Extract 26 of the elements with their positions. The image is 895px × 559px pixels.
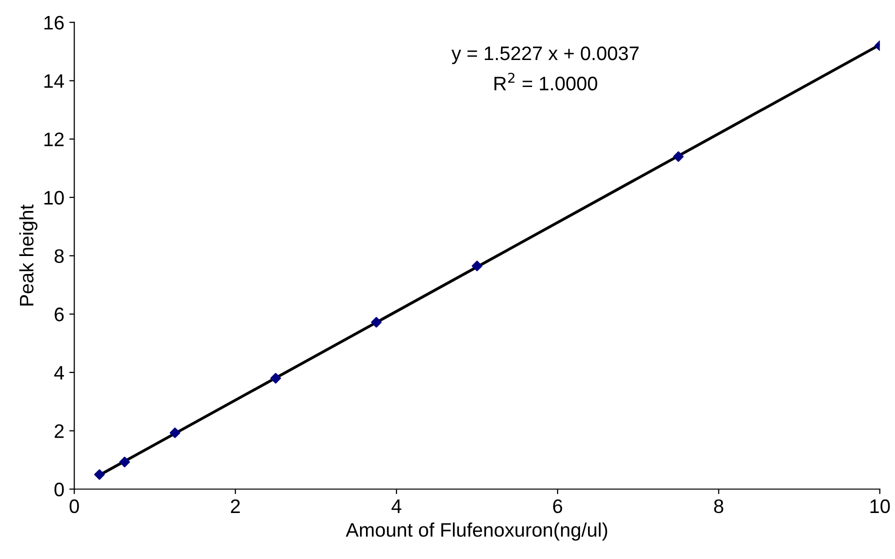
point bbox=[371, 316, 382, 328]
annotation: R$^{2}$ = 1.0000 bbox=[494, 72, 598, 90]
point bbox=[472, 260, 482, 272]
x-tick-label: 10 bbox=[870, 499, 890, 514]
y-tick-label: 6 bbox=[54, 308, 64, 322]
y-tick-label: 10 bbox=[44, 190, 64, 205]
y-tick-label: 16 bbox=[44, 16, 64, 30]
point bbox=[119, 456, 130, 468]
x-tick-label: 0 bbox=[70, 499, 79, 514]
annotation: y = 1.5227 x + 0.0037 bbox=[452, 46, 639, 64]
point bbox=[270, 372, 281, 384]
point bbox=[94, 469, 105, 480]
point bbox=[170, 428, 180, 438]
x-tick-label: 6 bbox=[553, 499, 562, 514]
x-tick-label: 4 bbox=[392, 500, 402, 513]
x-tick-label: 8 bbox=[714, 499, 724, 514]
y-tick-label: 2 bbox=[54, 424, 64, 438]
y-axis-title: Peak height bbox=[19, 204, 38, 306]
y-tick-label: 12 bbox=[44, 132, 64, 146]
y-tick-label: 0 bbox=[54, 482, 64, 496]
y-tick-label: 4 bbox=[54, 366, 64, 380]
point bbox=[673, 151, 684, 162]
y-tick-label: 8 bbox=[54, 249, 64, 263]
x-axis-title: Amount of Flufenoxuron(ng/ul) bbox=[346, 522, 608, 541]
x-tick-label: 2 bbox=[230, 499, 240, 513]
y-tick-label: 14 bbox=[44, 74, 64, 88]
